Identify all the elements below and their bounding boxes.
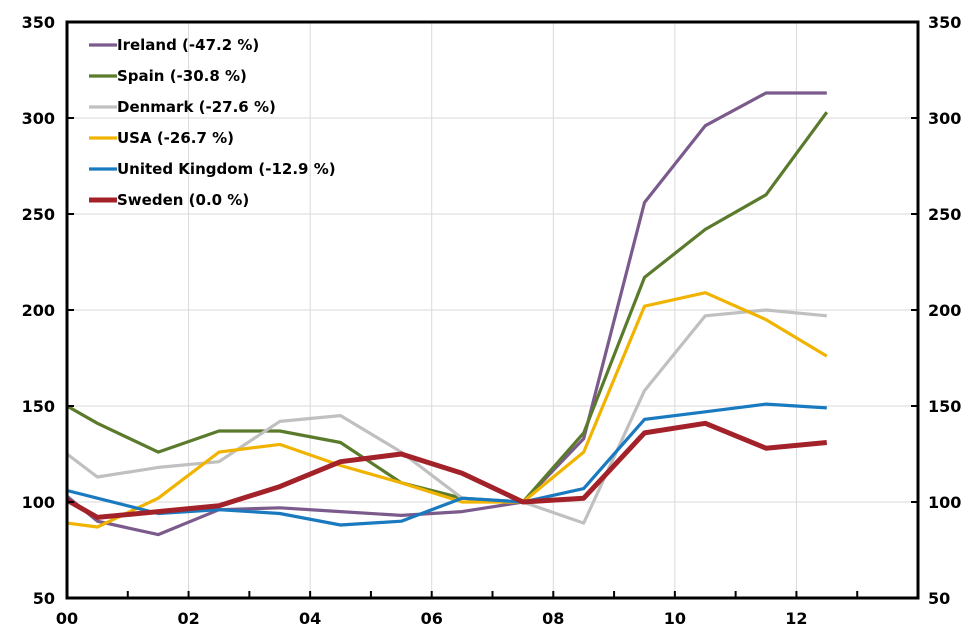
y-tick-label-right: 100 [928, 493, 961, 512]
axes-layer: 50 50 100 100 150 150 200 200 250 250 300 300 350 350… [22, 13, 962, 628]
y-tick-label-right: 350 [928, 13, 961, 32]
x-tick-label: 00 [56, 609, 78, 628]
series-line-denmark [66, 308, 827, 525]
series-line-sweden [65, 420, 828, 520]
y-tick-label-left: 150 [22, 397, 55, 416]
series-line-spain [66, 111, 829, 504]
y-tick-label-left: 200 [22, 301, 55, 320]
x-tick-label: 04 [299, 609, 321, 628]
y-tick-label-left: 350 [22, 13, 55, 32]
legend-label: United Kingdom (-12.9 %) [117, 160, 336, 178]
x-tick-label: 02 [177, 609, 199, 628]
y-tick-label-right: 150 [928, 397, 961, 416]
x-tick-label: 10 [664, 609, 686, 628]
grid-layer [67, 22, 918, 598]
y-tick-label-right: 250 [928, 205, 961, 224]
y-tick-label-left: 100 [22, 493, 55, 512]
y-tick-label-right: 50 [928, 589, 950, 608]
y-tick-label-right: 200 [928, 301, 961, 320]
legend: Ireland (-47.2 %) Spain (-30.8 %) Denmark … [89, 36, 336, 209]
series-line-ireland [65, 91, 827, 537]
y-tick-label-left: 250 [22, 205, 55, 224]
legend-label: Sweden (0.0 %) [117, 191, 249, 209]
legend-label: Denmark (-27.6 %) [117, 98, 276, 116]
x-tick-label: 08 [542, 609, 564, 628]
series-line-usa [66, 291, 828, 529]
x-tick-label: 12 [785, 609, 807, 628]
y-tick-label-left: 50 [33, 589, 55, 608]
y-tick-label-left: 300 [22, 109, 55, 128]
legend-label: Spain (-30.8 %) [117, 67, 247, 85]
series-layer [65, 91, 829, 537]
legend-label: Ireland (-47.2 %) [117, 36, 259, 54]
x-tick-label: 06 [421, 609, 443, 628]
y-tick-label-right: 300 [928, 109, 961, 128]
legend-label: USA (-26.7 %) [117, 129, 234, 147]
